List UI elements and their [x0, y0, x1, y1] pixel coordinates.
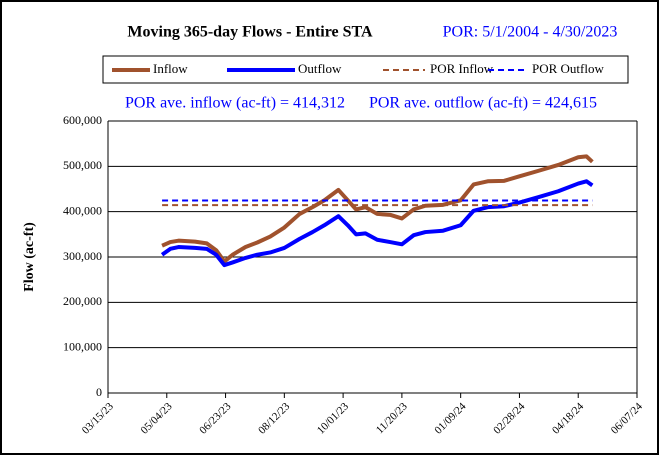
y-tick-label: 500,000 [63, 158, 102, 172]
legend-label: Outflow [298, 61, 342, 76]
annotation: POR ave. outflow (ac-ft) = 424,615 [369, 95, 597, 112]
y-tick-label: 400,000 [63, 203, 102, 217]
y-tick-label: 0 [96, 385, 102, 399]
legend-label: Inflow [153, 61, 188, 76]
chart-subtitle: POR: 5/1/2004 - 4/30/2023 [443, 24, 618, 41]
series-line [160, 179, 594, 268]
legend [102, 55, 629, 84]
chart-title: Moving 365-day Flows - Entire STA [127, 24, 373, 41]
y-tick-label: 100,000 [63, 339, 102, 353]
y-tick-label: 300,000 [63, 249, 102, 263]
annotation: POR ave. inflow (ac-ft) = 414,312 [125, 95, 345, 112]
y-tick-label: 600,000 [63, 113, 102, 127]
series-line [161, 154, 594, 264]
legend-label: POR Inflow [430, 61, 494, 76]
y-axis-label: Flow (ac-ft) [22, 222, 37, 292]
legend-label: POR Outflow [532, 61, 604, 76]
y-tick-label: 200,000 [63, 294, 102, 308]
